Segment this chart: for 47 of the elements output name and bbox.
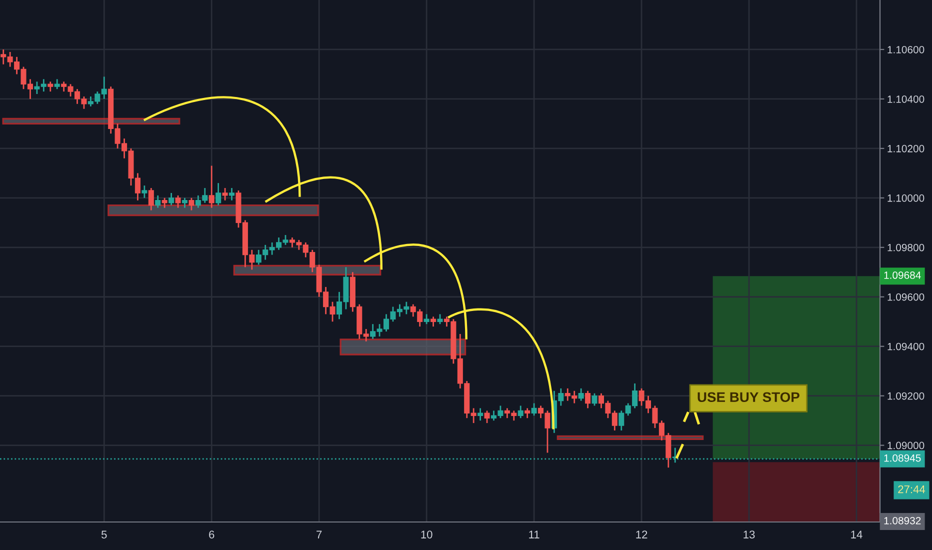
candlestick [188,197,194,211]
annotation: USE BUY STOP [698,392,800,402]
candlestick [155,194,161,209]
y-tick-label: 1.09400 [888,342,924,350]
candlestick [175,194,181,209]
candlestick [48,80,54,92]
candlestick [484,410,490,424]
candlestick [168,192,174,206]
candlestick [182,197,188,209]
candlestick [216,182,222,206]
band-label: 1.08932 [884,516,921,524]
band-label: 1.09684 [884,272,921,279]
y-tick-label: 1.09600 [888,293,924,301]
text: 27:44 [898,485,926,494]
candlestick [424,313,430,325]
candlestick [524,408,530,419]
x-tick-label: 10 [421,530,432,538]
y-tick-label: 1.10600 [888,46,924,54]
candlestick [430,316,436,328]
y-tick-label: 1.09800 [888,244,924,252]
x-tick-label: 5 [101,530,107,538]
candlestick [142,184,148,199]
candlestick [54,78,60,90]
x-tick-label: 6 [209,530,214,538]
ref-line-label: 1.08945 [884,454,921,462]
candlestick [222,187,228,202]
y-tick-label: 1.09000 [888,442,924,450]
candlestick [162,197,168,209]
y-tick-label: 1.10000 [888,194,924,202]
x-tick-label: 11 [529,530,540,538]
x-tick-label: 12 [636,530,648,538]
x-tick-label: 13 [744,530,755,538]
x-tick-label: 14 [851,530,862,538]
candlestick [228,187,235,202]
candlestick [518,405,524,419]
candlestick [585,390,591,409]
candlestick [478,408,484,422]
candlestick [148,187,154,211]
y-tick-label: 1.09200 [888,392,924,400]
candlestick [531,402,537,416]
y-tick-label: 1.10400 [888,95,924,103]
candlestick [437,313,443,325]
candlestick [208,165,214,209]
candlestick [592,392,598,406]
y-tick-label: 1.10200 [888,144,924,152]
candlestick [578,388,584,402]
x-tick-label: 7 [316,530,322,538]
